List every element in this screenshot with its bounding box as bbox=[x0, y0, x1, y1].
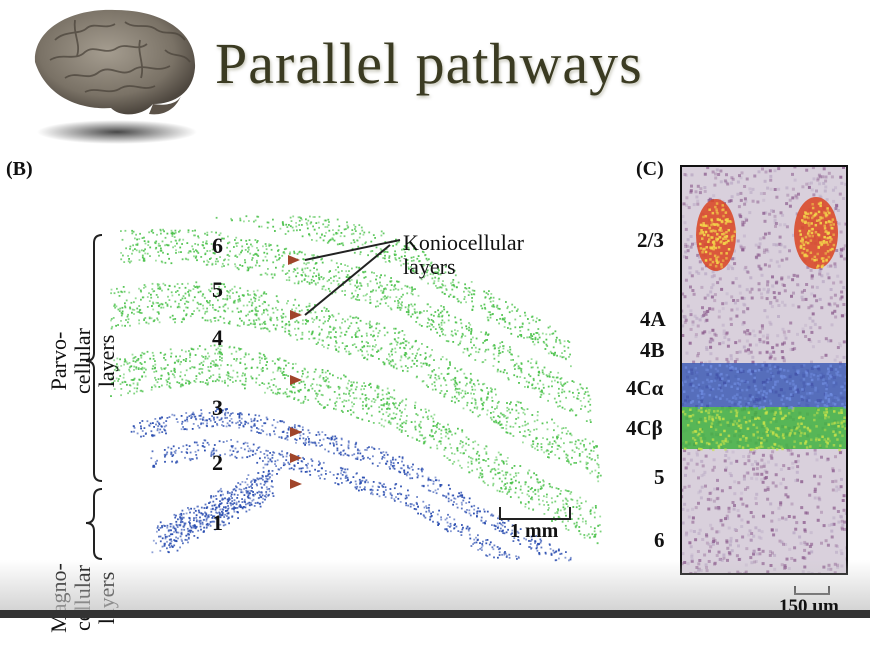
cortex-layer-2-3: 2/3 bbox=[637, 228, 664, 252]
cortex-layer-4c-alpha: 4Cα bbox=[626, 376, 664, 400]
lgn-layer-3: 3 bbox=[212, 395, 223, 420]
cortex-layer-4c-beta: 4Cβ bbox=[626, 416, 663, 440]
konio-pointer-line bbox=[304, 244, 391, 316]
cortex-section-image bbox=[680, 165, 848, 575]
lgn-layer-4: 4 bbox=[212, 325, 223, 350]
panel-c-label: (C) bbox=[636, 158, 664, 180]
parvo-line-2: cellular bbox=[70, 328, 95, 394]
scale-bar-1mm bbox=[499, 507, 571, 520]
lgn-section-image bbox=[110, 215, 602, 562]
cortex-layer-5: 5 bbox=[654, 465, 665, 489]
panel-b-label: (B) bbox=[6, 158, 33, 180]
cortex-layer-4a: 4A bbox=[640, 307, 666, 331]
lgn-layer-5: 5 bbox=[212, 277, 223, 302]
koniocellular-markers bbox=[288, 255, 302, 489]
parvocellular-label: Parvo- cellular layers bbox=[46, 291, 119, 431]
scale-label-1mm: 1 mm bbox=[510, 520, 559, 542]
parvo-line-3: layers bbox=[94, 334, 119, 388]
cortex-layer-6: 6 bbox=[654, 528, 665, 552]
brain-image bbox=[34, 9, 197, 144]
bottom-fade bbox=[0, 560, 870, 618]
bottom-strip bbox=[0, 610, 870, 618]
page-title: Parallel pathways bbox=[215, 31, 643, 96]
konio-line-2: layers bbox=[403, 254, 456, 279]
cortex-layer-4b: 4B bbox=[640, 338, 665, 362]
lgn-layer-2: 2 bbox=[212, 450, 223, 475]
parvo-bracket bbox=[85, 234, 103, 560]
koniocellular-label: Koniocellular layers bbox=[403, 231, 524, 279]
lgn-layer-6: 6 bbox=[212, 233, 223, 258]
parvo-line-1: Parvo- bbox=[46, 331, 71, 391]
konio-line-1: Koniocellular bbox=[403, 230, 524, 255]
lgn-layer-1: 1 bbox=[212, 510, 223, 535]
konio-pointer-line bbox=[304, 239, 401, 261]
